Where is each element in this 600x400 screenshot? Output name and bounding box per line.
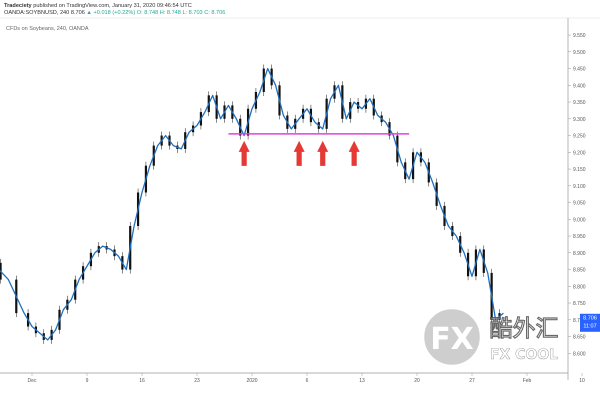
publisher-name: Tradeciety — [4, 3, 32, 9]
price-line-series — [0, 67, 504, 341]
x-tick-label: 2020 — [246, 378, 257, 384]
y-tick-label: 8.750 — [573, 301, 586, 307]
x-tick-label: 27 — [469, 378, 475, 384]
y-tick-label: 8.900 — [573, 251, 586, 257]
up-arrow-shaft — [351, 150, 357, 166]
x-tick-label: 9 — [86, 378, 89, 384]
publisher-info: published on TradingView.com, January 31… — [33, 3, 192, 9]
x-tick-label: 10 — [579, 378, 585, 384]
quote-line: OANDA:SOYBNUSD, 240 8.706 ▲ +0.018 (+0.2… — [4, 10, 225, 16]
y-tick-label: 9.300 — [573, 117, 586, 123]
last-price: 8.706 — [70, 10, 85, 16]
up-arrow-shaft — [296, 150, 302, 166]
x-tick-label: 16 — [139, 378, 145, 384]
y-tick-label: 9.150 — [573, 167, 586, 173]
up-arrow-head — [317, 140, 329, 152]
price-tag-box — [580, 313, 600, 332]
x-tick-label: 23 — [194, 378, 200, 384]
candle-marks — [0, 64, 501, 344]
time-axis: Dec 9 16 23 2020 6 13 20 27 Feb 10 — [28, 373, 585, 384]
ohlc-values: ▲ +0.018 (+0.22%) O: 8.748 H: 8.748 L: 8… — [86, 10, 226, 16]
x-tick-label: 13 — [359, 378, 365, 384]
symbol-text: OANDA:SOYBNUSD, 240 — [4, 10, 70, 16]
x-tick-label: 20 — [414, 378, 420, 384]
y-tick-label: 9.050 — [573, 201, 586, 207]
y-tick-label: 8.800 — [573, 284, 586, 290]
support-touch-arrows — [238, 140, 360, 166]
y-tick-label: 9.200 — [573, 150, 586, 156]
x-tick-label: 6 — [306, 378, 309, 384]
watermark-chinese: 酷外汇 — [490, 315, 559, 342]
y-tick-label: 8.850 — [573, 268, 586, 274]
up-arrow-shaft — [241, 150, 247, 166]
y-tick-label: 9.100 — [573, 184, 586, 190]
y-tick-label: 9.250 — [573, 134, 586, 140]
y-tick-label: 8.600 — [573, 351, 586, 357]
y-tick-label: 8.950 — [573, 234, 586, 240]
y-tick-label: 9.350 — [573, 100, 586, 106]
y-tick-label: 9.500 — [573, 50, 586, 56]
x-tick-label: Dec — [28, 378, 37, 384]
watermark-logo: FX — [430, 322, 474, 357]
x-tick-label: Feb — [523, 378, 532, 384]
y-tick-label: 9.550 — [573, 33, 586, 39]
chart-legend-title: CFDs on Soybeans, 240, OANDA — [6, 26, 89, 32]
up-arrow-shaft — [320, 150, 326, 166]
up-arrow-head — [348, 140, 360, 152]
y-tick-label: 9.450 — [573, 67, 586, 73]
price-tag-timer: 11:07 — [583, 323, 596, 329]
watermark-english: FX COOL — [490, 347, 558, 363]
price-tag-value: 8.706 — [583, 315, 597, 321]
y-tick-label: 8.700 — [573, 318, 586, 324]
price-axis: 8.600 8.650 8.700 8.750 8.800 8.850 8.900 8.950… — [568, 33, 586, 357]
up-arrow-head — [293, 140, 305, 152]
y-tick-label: 8.650 — [573, 335, 586, 341]
publisher-line: Tradeciety published on TradingView.com,… — [4, 3, 192, 9]
current-price-tag: 8.706 11:07 — [580, 313, 600, 332]
up-arrow-head — [238, 140, 250, 152]
watermark: FX 酷外汇 FX COOL — [421, 306, 559, 368]
y-tick-label: 9.000 — [573, 217, 586, 223]
y-tick-label: 9.400 — [573, 83, 586, 89]
watermark-circle — [421, 306, 483, 368]
